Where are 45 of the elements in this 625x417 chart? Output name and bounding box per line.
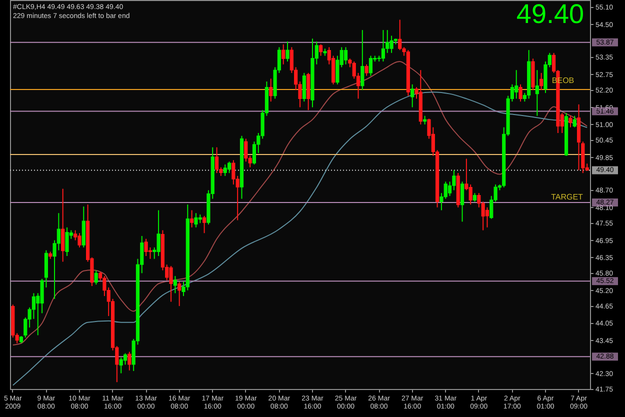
candlestick: [410, 84, 414, 108]
candlestick: [244, 138, 248, 162]
candlestick: [32, 292, 36, 320]
candlestick: [319, 44, 323, 56]
candlestick: [540, 72, 544, 91]
candlestick: [286, 40, 290, 62]
candlestick: [485, 206, 490, 228]
candlestick: [360, 30, 364, 91]
candlestick: [460, 181, 464, 222]
candlestick: [214, 146, 219, 174]
candlestick: [282, 44, 286, 65]
candlestick: [514, 70, 518, 100]
candlestick: [173, 276, 177, 294]
candlestick: [194, 212, 198, 228]
candlestick: [344, 46, 348, 65]
candlestick: [269, 78, 273, 102]
line-series: [12, 60, 588, 346]
candlestick: [123, 352, 128, 366]
annotation: TARGET: [551, 192, 584, 202]
candlestick: [156, 210, 160, 256]
candlestick: [568, 115, 572, 128]
candlestick: [444, 181, 448, 200]
candlestick: [61, 188, 65, 262]
candlestick: [169, 266, 173, 302]
candlestick: [364, 64, 368, 76]
candlestick: [368, 55, 373, 76]
candlestick: [398, 19, 402, 51]
annotation: 49.40: [516, 0, 584, 29]
candlestick: [128, 351, 132, 371]
candlestick: [78, 232, 82, 248]
candlestick: [535, 70, 539, 116]
candlestick: [144, 238, 148, 256]
candlestick: [227, 161, 232, 174]
candlestick: [468, 184, 472, 206]
candlestick: [94, 270, 98, 286]
candlestick: [223, 164, 227, 176]
candlestick: [202, 215, 206, 234]
candlestick: [65, 226, 69, 256]
candlestick: [178, 281, 182, 307]
candlestick: [119, 357, 123, 374]
candlestick: [518, 84, 522, 102]
candlestick: [572, 115, 576, 128]
candlestick: [302, 72, 306, 102]
candlestick: [381, 30, 386, 62]
candlestick: [190, 210, 194, 228]
